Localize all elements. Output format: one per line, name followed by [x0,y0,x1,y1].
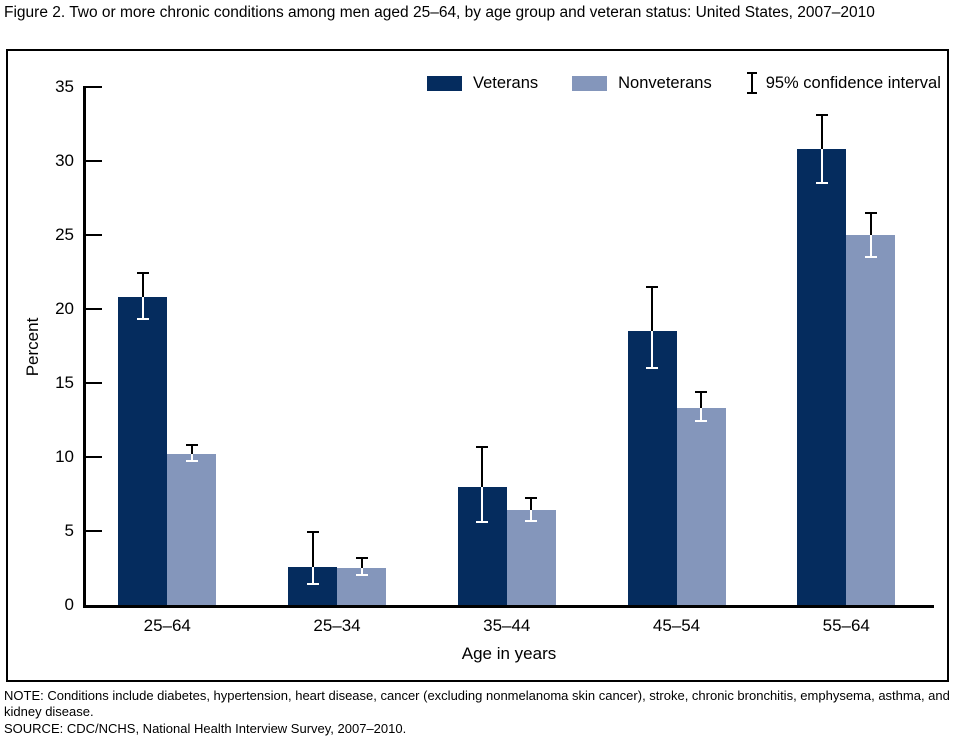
error-bar-veterans-0-lower-cap [136,318,149,321]
x-category-label-4: 55–64 [822,616,870,635]
error-bar-nonveterans-1-lower-cap [355,574,368,577]
error-bar-nonveterans-4-lower-cap [864,256,877,259]
error-bar-veterans-4-upper-cap [815,114,828,117]
error-bar-nonveterans-4-upper-cap [864,211,877,214]
error-bar-nonveterans-0-upper-cap [185,444,198,447]
error-bar-veterans-4-upper [820,115,823,150]
error-bar-nonveterans-1-upper-cap [355,556,368,559]
error-bar-veterans-1-lower [311,566,314,585]
y-axis-title: Percent [23,317,42,377]
veterans-swatch-icon [427,75,462,91]
error-bar-veterans-1-upper [311,532,314,567]
bar-veterans-3 [627,331,677,605]
legend-label-confidence-interval: 95% confidence interval [765,73,941,92]
x-category-label-0: 25–64 [143,616,191,635]
error-bar-nonveterans-4-upper [869,212,872,235]
y-tick-label: 15 [55,373,74,392]
error-bar-veterans-2-upper-cap [476,445,489,448]
error-bar-veterans-3-upper-cap [646,285,658,288]
error-bar-nonveterans-3-lower-cap [695,420,707,423]
error-bar-nonveterans-0-upper [190,445,193,455]
error-bar-veterans-0-upper-cap [136,272,149,275]
y-axis [83,86,86,608]
y-tick-label: 35 [55,77,74,96]
legend-label-veterans: Veterans [473,73,539,92]
y-tick [86,160,102,162]
y-tick-label: 5 [64,521,74,540]
y-tick-label: 25 [55,225,74,244]
nonveterans-swatch-icon [572,75,608,91]
figure-title: Figure 2. Two or more chronic conditions… [4,4,875,21]
error-bar-nonveterans-1-upper [360,557,363,568]
y-tick-label: 30 [55,151,74,170]
y-tick-label: 0 [64,595,74,614]
error-bar-nonveterans-2-lower-cap [525,519,538,522]
error-bar-nonveterans-0-lower [190,454,193,462]
error-bar-veterans-2-upper [481,446,484,487]
error-bar-veterans-4-lower-cap [815,182,828,185]
error-bar-nonveterans-3-upper [700,391,702,409]
y-tick [86,308,102,310]
bar-veterans-0 [118,297,168,605]
bar-nonveterans-2 [506,510,556,605]
y-tick [86,234,102,236]
y-tick [86,456,102,458]
x-axis [83,605,934,608]
x-category-label-2: 35–44 [483,616,531,635]
error-bar-nonveterans-4-lower [869,235,872,258]
error-bar-veterans-2-lower [481,486,484,523]
error-bar-veterans-3-upper [651,286,653,332]
x-category-label-3: 45–54 [652,616,701,635]
error-bar-nonveterans-2-upper-cap [525,497,538,500]
legend-label-nonveterans: Nonveterans [618,73,712,92]
error-bar-nonveterans-2-upper [530,498,533,511]
error-bar-veterans-1-lower-cap [306,583,319,586]
chart-legend: Veterans Nonveterans 95% confidence inte… [427,72,941,94]
error-bar-veterans-0-upper [141,273,144,298]
footnote-source: SOURCE: CDC/NCHS, National Health Interv… [4,720,407,736]
y-tick [86,530,102,532]
error-bar-nonveterans-3-lower [700,408,702,422]
error-bar-veterans-3-lower-cap [646,367,658,370]
bar-nonveterans-3 [676,408,726,605]
y-tick-label: 10 [55,447,74,466]
error-bar-veterans-2-lower-cap [476,521,489,524]
y-tick [86,86,102,88]
bar-nonveterans-0 [167,454,217,605]
error-bar-veterans-0-lower [141,297,144,320]
x-axis-title: Age in years [461,644,557,663]
error-bar-nonveterans-2-lower [530,510,533,521]
y-tick-label: 20 [55,299,74,318]
footnote-note: NOTE: Conditions include diabetes, hyper… [4,688,950,720]
error-bar-veterans-1-upper-cap [306,531,319,534]
confidence-interval-icon [746,72,758,94]
footer: NOTE: Conditions include diabetes, hyper… [4,688,954,737]
error-bar-nonveterans-1-lower [360,568,363,576]
error-bar-nonveterans-3-upper-cap [695,390,707,393]
bar-veterans-4 [797,149,847,605]
error-bar-veterans-4-lower [820,149,823,184]
error-bar-nonveterans-0-lower-cap [185,460,198,463]
error-bar-veterans-3-lower [651,331,653,369]
bar-nonveterans-4 [846,235,896,605]
y-tick [86,382,102,384]
x-category-label-1: 25–34 [313,616,361,635]
